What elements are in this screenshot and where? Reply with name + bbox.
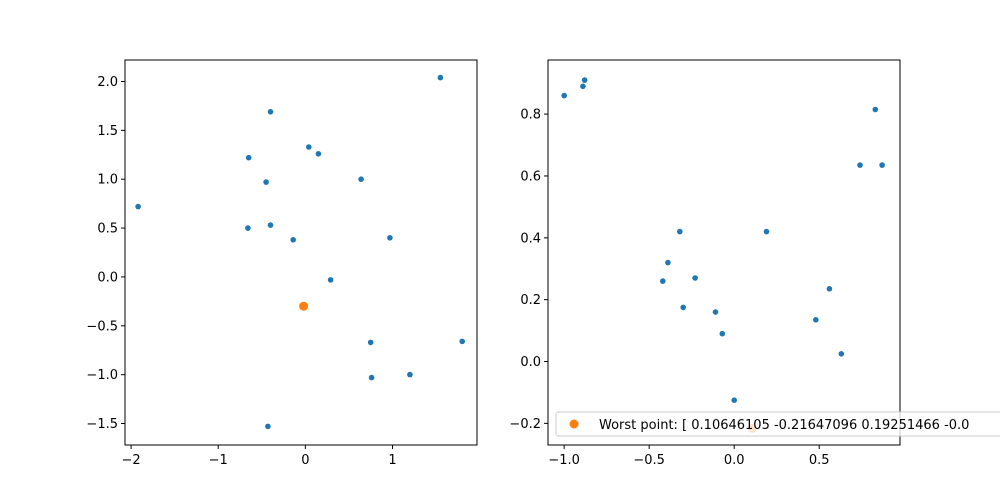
left-plot-y-tick-label: 1.5 [97, 124, 118, 139]
left-plot-y-tick-label: 1.0 [97, 173, 118, 188]
right-plot-legend: Worst point: [ 0.10646105 -0.21647096 0.… [555, 411, 1000, 437]
right-plot-point [677, 228, 683, 235]
left-plot-x-tick-label: −2 [122, 453, 141, 468]
left-plot-point [290, 237, 297, 243]
right-plot-x-tick-label: 0.0 [724, 453, 745, 468]
right-plot-x-tick-label: −1.0 [548, 453, 580, 468]
right-plot-point [813, 317, 819, 323]
right-plot-point [826, 286, 833, 292]
right-plot-x-tick-label: 0.5 [809, 453, 830, 468]
left-plot-point [263, 179, 269, 185]
right-plot-x-axis: −1.0 −0.5 0.0 0.5 [548, 445, 830, 468]
left-plot-point [387, 235, 393, 241]
left-plot-point [368, 374, 375, 381]
left-plot-y-tick-label: −1.0 [86, 368, 118, 383]
right-plot-point [719, 330, 726, 337]
left-plot-point [437, 74, 444, 81]
left-plot-frame [124, 59, 478, 446]
right-plot-y-tick-label: 0.6 [520, 169, 541, 184]
left-plot-point [135, 203, 141, 210]
legend-box [555, 411, 1000, 437]
right-plot-point [857, 162, 863, 168]
right-plot-frame [547, 59, 901, 446]
left-plot-point [267, 109, 274, 115]
left-plot-point [245, 225, 251, 231]
right-plot-y-axis: −0.2 0.0 0.2 0.4 0.6 0.8 [509, 108, 548, 432]
right-plot-y-tick-label: 0.2 [520, 293, 541, 308]
right-plot-point [581, 77, 588, 83]
left-plot-y-tick-label: −1.5 [86, 417, 118, 432]
right-plot-point [692, 275, 698, 281]
right-plot-point [731, 397, 737, 404]
left-plot-point [315, 151, 322, 157]
legend-marker [569, 419, 579, 429]
legend-label: Worst point: [ 0.10646105 -0.21647096 0.… [599, 418, 969, 433]
left-plot: −2 −1 0 1 −1.5 −1.0 −0.5 0.0 0.5 1.0 1.5 2.0 [86, 59, 478, 468]
left-plot-point [245, 154, 252, 161]
right-plot-point [838, 351, 845, 357]
right-plot-point [879, 162, 885, 168]
left-plot-y-tick-label: 2.0 [97, 75, 118, 90]
left-plot-point [265, 423, 271, 430]
right-plot-point [680, 304, 686, 311]
left-plot-point [407, 371, 413, 378]
left-plot-x-axis: −2 −1 0 1 [122, 445, 397, 468]
right-plot-point [872, 106, 879, 113]
left-plot-point [459, 338, 466, 345]
left-plot-y-tick-label: −0.5 [86, 319, 118, 334]
left-plot-y-tick-label: 0.0 [97, 270, 118, 285]
right-plot-point [580, 83, 586, 90]
left-plot-highlight-point [299, 301, 309, 311]
right-plot-marks [561, 77, 885, 433]
right-plot-y-tick-label: −0.2 [509, 417, 541, 432]
right-plot-y-tick-label: 0.4 [520, 231, 541, 246]
right-plot-point [763, 228, 770, 235]
left-plot-y-tick-label: 0.5 [97, 222, 118, 237]
right-plot-point [665, 259, 671, 266]
right-plot-y-tick-label: 0.0 [520, 355, 541, 370]
left-plot-point [367, 339, 374, 346]
left-plot-point [267, 222, 274, 228]
left-plot-marks [135, 74, 466, 430]
right-plot-point [561, 92, 567, 99]
right-plot-y-tick-label: 0.8 [520, 108, 541, 123]
left-plot-point [327, 277, 334, 283]
left-plot-x-tick-label: −1 [209, 453, 228, 468]
left-plot-point [358, 176, 364, 182]
right-plot-x-tick-label: −0.5 [633, 453, 665, 468]
left-plot-x-tick-label: 0 [301, 453, 309, 468]
right-plot-point [660, 278, 666, 284]
right-plot: −1.0 −0.5 0.0 0.5 −0.2 0.0 0.2 0.4 0.6 0.8 [509, 59, 901, 468]
right-plot-point [712, 309, 719, 315]
left-plot-y-axis: −1.5 −1.0 −0.5 0.0 0.5 1.0 1.5 2.0 [86, 75, 125, 432]
left-plot-point [306, 144, 312, 150]
left-plot-x-tick-label: 1 [388, 453, 396, 468]
